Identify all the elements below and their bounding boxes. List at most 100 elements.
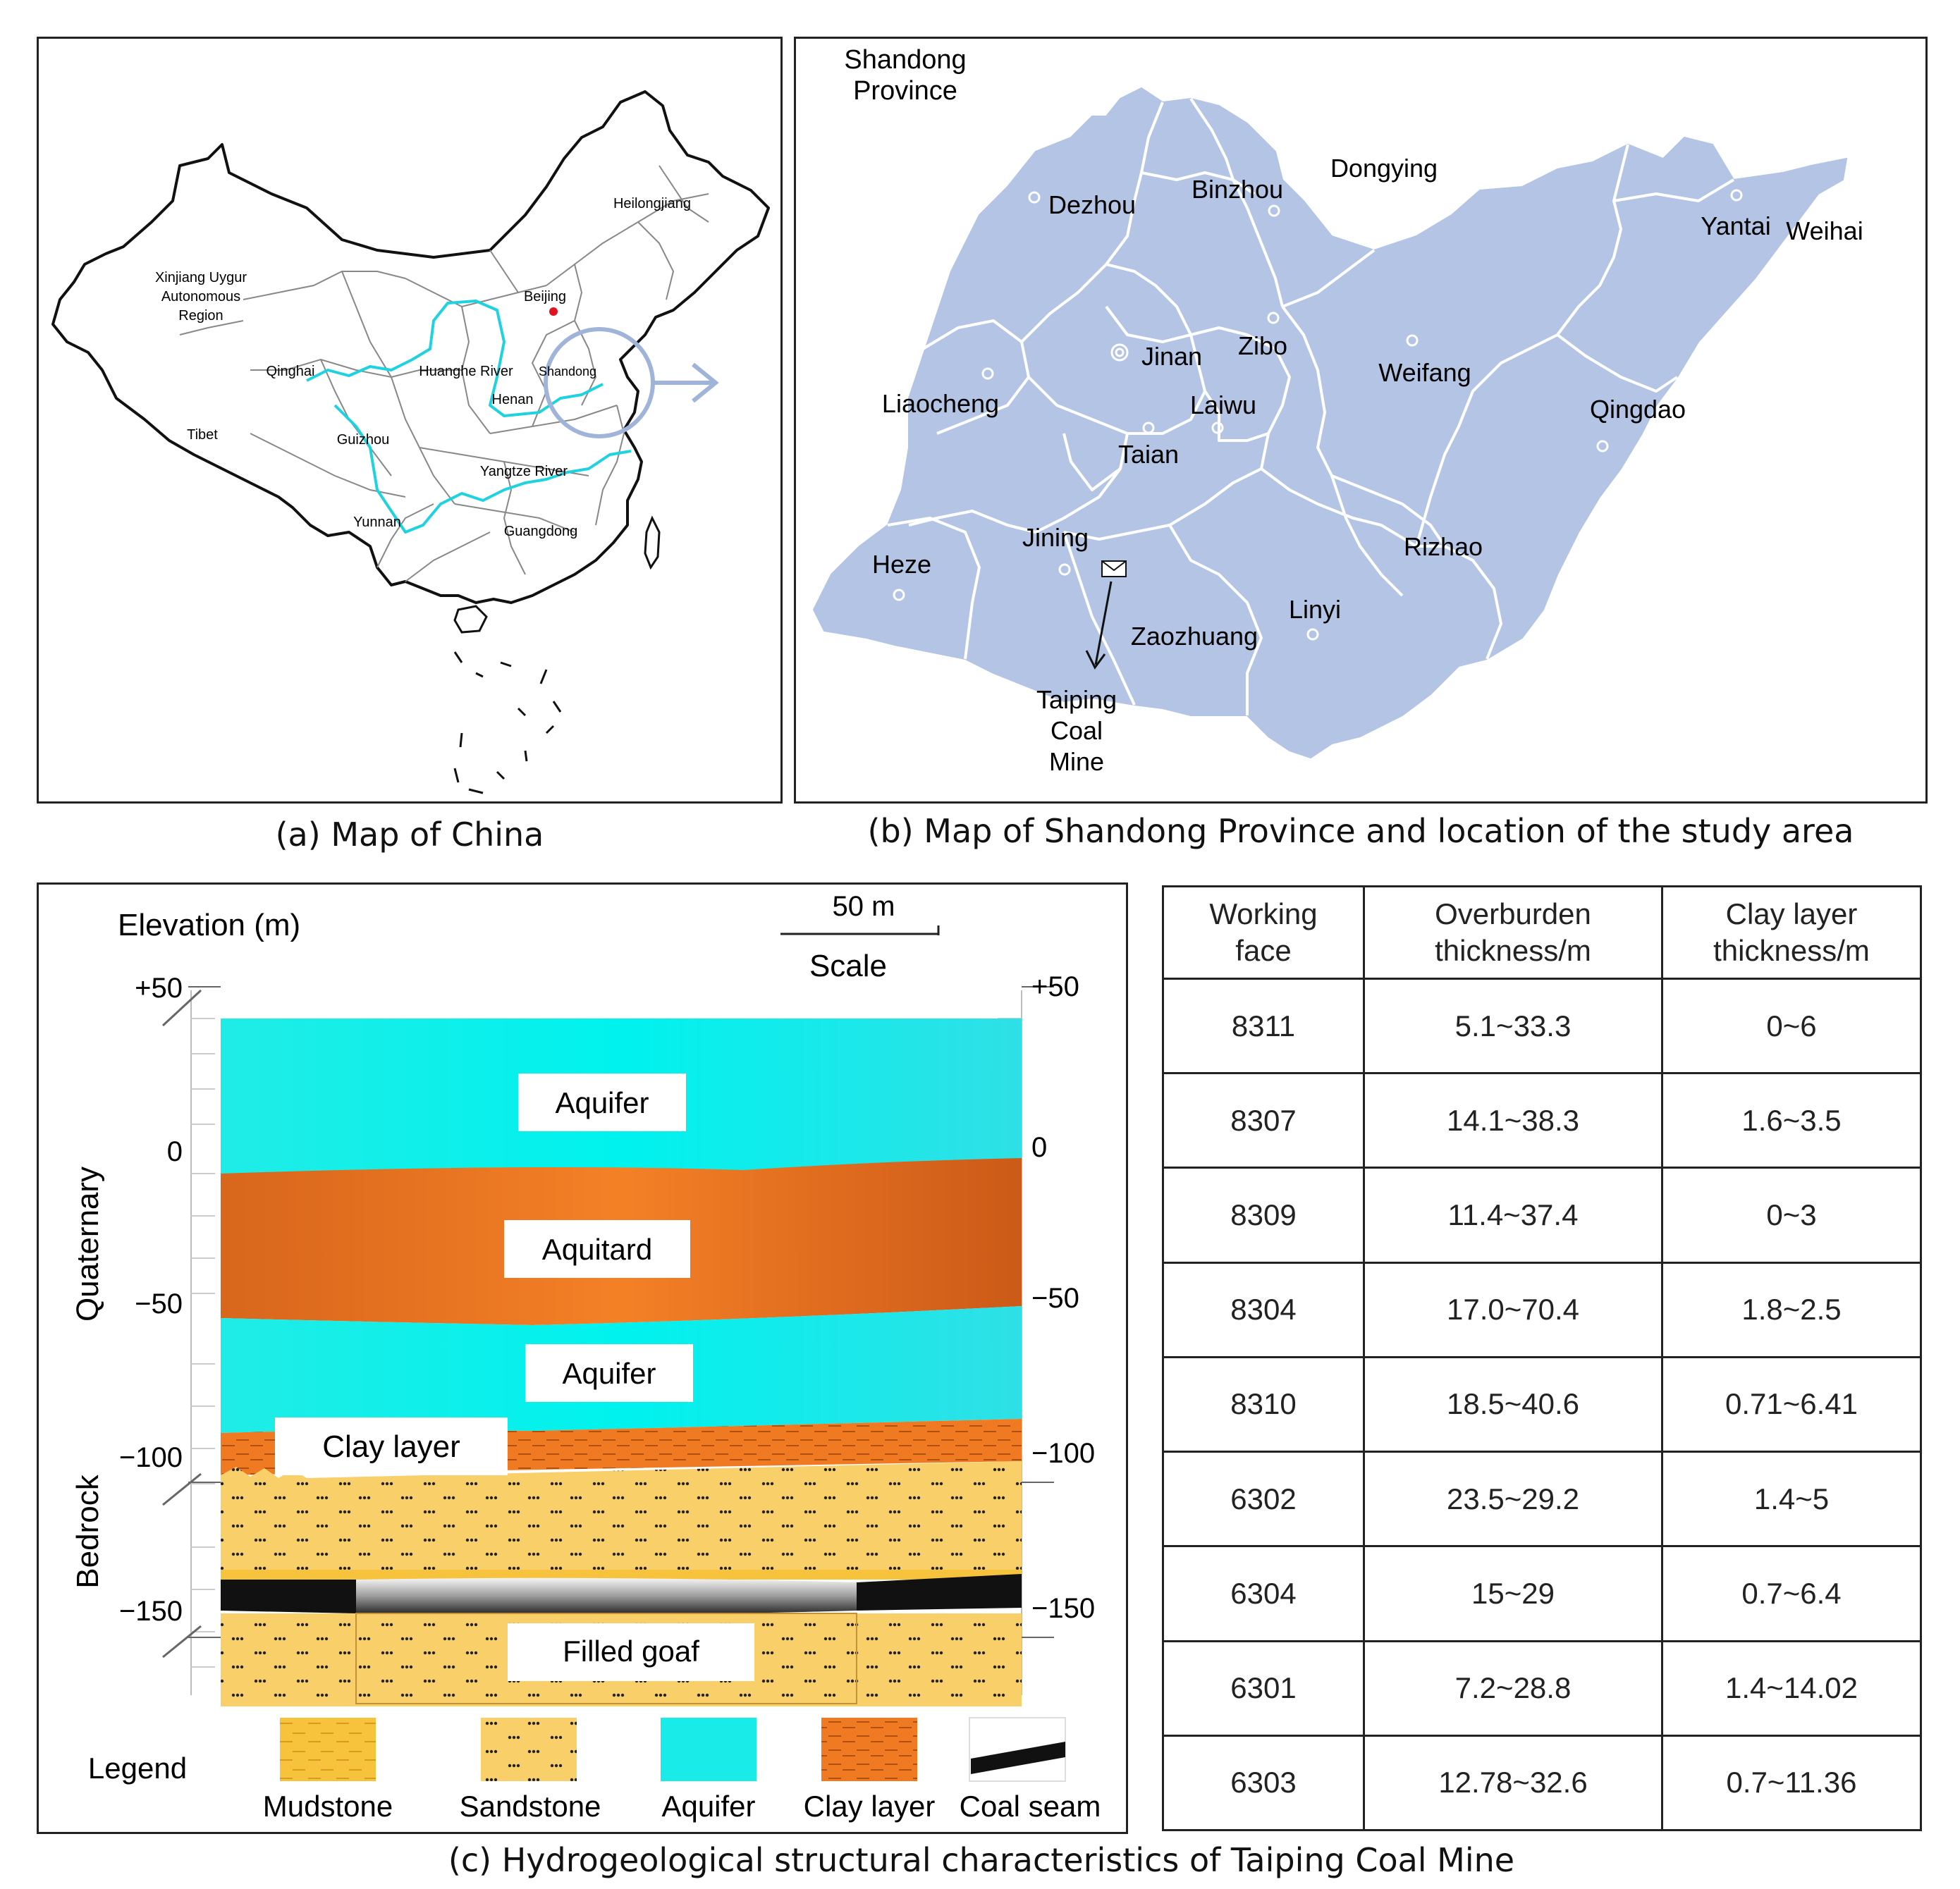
- table-row: 6302 23.5~29.2 1.4~5: [1162, 1451, 1922, 1548]
- cell-clay: 0~3: [1661, 1167, 1922, 1264]
- marker-rizhao: [1572, 567, 1584, 579]
- tick-right-50: +50: [1031, 971, 1079, 1002]
- cell-clay: 0.7~6.4: [1661, 1545, 1922, 1642]
- beijing-marker: [549, 307, 558, 316]
- legend-label-sandstone: Sandstone: [460, 1790, 601, 1823]
- city-binzhou: Binzhou: [1192, 175, 1283, 204]
- table-row: 8309 11.4~37.4 0~3: [1162, 1167, 1922, 1264]
- city-dezhou: Dezhou: [1048, 190, 1136, 219]
- cell-face: 8310: [1162, 1355, 1365, 1453]
- marker-zibo: [1267, 312, 1280, 324]
- marker-dongying: [1331, 183, 1344, 195]
- cell-overburden: 18.5~40.6: [1363, 1355, 1663, 1453]
- taiwan-island: [644, 515, 661, 570]
- cell-clay: 0.7~11.36: [1661, 1734, 1922, 1832]
- marker-linyi: [1306, 628, 1319, 641]
- tick-left-m150: −150: [119, 1596, 183, 1627]
- tick-left-m100: −100: [119, 1442, 183, 1473]
- header-clay-thickness: Clay layer thickness/m: [1661, 885, 1922, 980]
- city-weifang: Weifang: [1378, 358, 1471, 387]
- legend-swatch-clay: [821, 1718, 917, 1781]
- marker-binzhou: [1268, 204, 1280, 217]
- city-markers: [893, 183, 1847, 641]
- cell-clay: 1.8~2.5: [1661, 1261, 1922, 1358]
- city-heze: Heze: [872, 550, 931, 579]
- shandong-title-1: Shandong: [844, 45, 966, 75]
- yangtze-river: [333, 404, 632, 534]
- marker-weihai: [1832, 189, 1847, 204]
- major-ticks: [188, 986, 1054, 1638]
- legend-label-clay: Clay layer: [804, 1790, 936, 1823]
- cell-overburden: 23.5~29.2: [1363, 1451, 1663, 1548]
- cell-clay: 1.4~14.02: [1661, 1639, 1922, 1737]
- table-row: 6304 15~29 0.7~6.4: [1162, 1545, 1922, 1642]
- city-jining: Jining: [1022, 523, 1089, 552]
- filled-goaf-zone: [355, 1613, 857, 1704]
- cell-clay: 1.4~5: [1661, 1451, 1922, 1548]
- label-qinghai: Qinghai: [267, 364, 315, 379]
- elevation-label: Elevation (m): [118, 908, 300, 942]
- label-xinjiang-2: Autonomous: [161, 289, 240, 304]
- city-liaocheng: Liaocheng: [882, 389, 999, 418]
- label-filled-goaf: Filled goaf: [563, 1635, 699, 1668]
- legend-label-aquifer: Aquifer: [661, 1790, 755, 1823]
- label-guangdong: Guangdong: [504, 524, 578, 539]
- tick-left-m50: −50: [135, 1288, 183, 1319]
- cell-face: 6303: [1162, 1734, 1365, 1832]
- header-working-face: Working face: [1162, 885, 1365, 980]
- label-henan: Henan: [492, 392, 534, 407]
- table-row: 6303 12.78~32.6 0.7~11.36: [1162, 1734, 1922, 1832]
- scale-value: 50 m: [833, 891, 895, 922]
- china-map: Heilongjiang Xinjiang Uygur Autonomous R…: [51, 90, 770, 794]
- table-row: 8304 17.0~70.4 1.8~2.5: [1162, 1261, 1922, 1358]
- layer-coal-seam-left: [221, 1580, 356, 1613]
- city-weihai: Weihai: [1786, 216, 1863, 245]
- legend-label-coal: Coal seam: [960, 1790, 1101, 1823]
- marker-liaocheng: [981, 367, 994, 380]
- label-shandong: Shandong: [539, 364, 596, 379]
- pointer-arrow-head: [692, 362, 719, 403]
- caption-panel-c: (c) Hydrogeological structural character…: [448, 1841, 1515, 1879]
- mine-label-3: Mine: [1049, 747, 1104, 776]
- shandong-outline: [812, 87, 1848, 759]
- label-aquifer-top: Aquifer: [555, 1086, 649, 1119]
- cell-overburden: 5.1~33.3: [1363, 977, 1663, 1075]
- cell-overburden: 7.2~28.8: [1363, 1639, 1663, 1737]
- cell-face: 8311: [1162, 977, 1365, 1075]
- city-yantai: Yantai: [1701, 211, 1770, 240]
- marker-heze: [893, 589, 905, 601]
- city-laiwu: Laiwu: [1190, 390, 1256, 419]
- marker-jining: [1058, 563, 1071, 576]
- label-aquitard: Aquitard: [542, 1233, 652, 1266]
- mine-arrow-head: [1085, 650, 1106, 670]
- marker-taian: [1142, 422, 1155, 434]
- table-row: 8310 18.5~40.6 0.71~6.41: [1162, 1355, 1922, 1453]
- cell-face: 8309: [1162, 1167, 1365, 1264]
- table-row: 8311 5.1~33.3 0~6: [1162, 977, 1922, 1075]
- city-rizhao: Rizhao: [1404, 532, 1483, 561]
- city-taian: Taian: [1118, 440, 1179, 469]
- side-label-quaternary: Quaternary: [71, 1167, 105, 1322]
- cell-overburden: 17.0~70.4: [1363, 1261, 1663, 1358]
- marker-laiwu: [1211, 422, 1224, 434]
- label-guizhou: Guizhou: [337, 432, 390, 448]
- tick-right-m100: −100: [1031, 1438, 1095, 1469]
- table-header-row: Working face Overburden thickness/m Clay l…: [1162, 885, 1922, 980]
- marker-dezhou: [1028, 191, 1041, 204]
- cell-face: 6301: [1162, 1639, 1365, 1737]
- layer-mudstone-thin: [221, 1570, 1022, 1580]
- cell-overburden: 15~29: [1363, 1545, 1663, 1642]
- tick-left-0: 0: [167, 1136, 183, 1167]
- marker-jinan: [1110, 343, 1129, 362]
- table-row: 6301 7.2~28.8 1.4~14.02: [1162, 1639, 1922, 1737]
- china-map-panel: Heilongjiang Xinjiang Uygur Autonomous R…: [37, 37, 783, 804]
- city-jinan: Jinan: [1141, 342, 1202, 371]
- hainan-island: [453, 605, 488, 634]
- huanghe-river: [306, 300, 604, 417]
- city-dongying: Dongying: [1330, 154, 1438, 183]
- tick-right-m50: −50: [1031, 1283, 1079, 1314]
- label-beijing: Beijing: [524, 289, 566, 304]
- cell-face: 6302: [1162, 1451, 1365, 1548]
- label-yangtze: Yangtze River: [480, 464, 568, 479]
- label-yunnan: Yunnan: [353, 515, 401, 530]
